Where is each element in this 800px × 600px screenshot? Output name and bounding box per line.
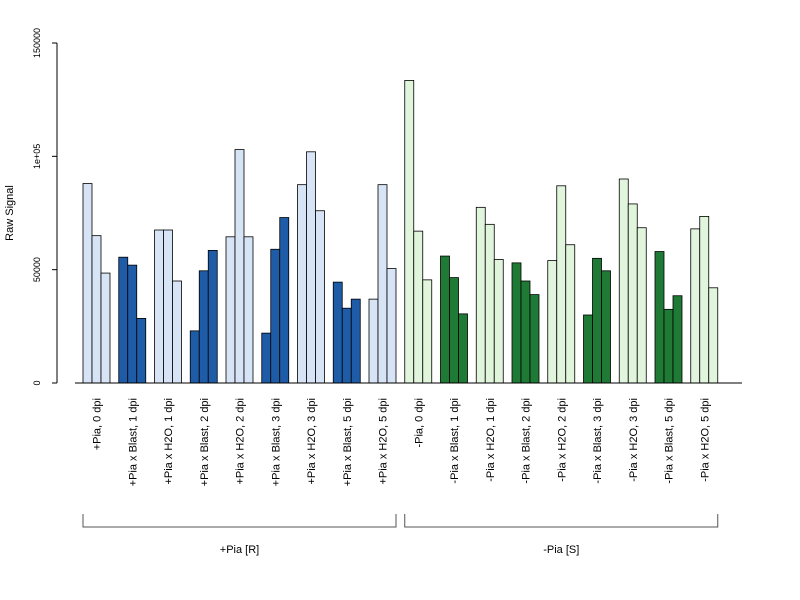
bar: [82, 183, 93, 384]
bar: [404, 80, 415, 384]
bar: [207, 249, 218, 384]
bar: [234, 149, 245, 384]
bar: [163, 229, 173, 384]
x-tick-label: -Pia x Blast, 3 dpi: [592, 398, 604, 484]
category-labels: +Pia, 0 dpi +Pia x Blast, 1 dpi +Pia x H2O…: [92, 398, 712, 486]
bar: [601, 270, 611, 384]
bar: [690, 228, 701, 384]
x-tick-label: +Pia x Blast, 3 dpi: [270, 398, 282, 486]
bar: [529, 294, 540, 384]
bar: [225, 236, 236, 384]
bar: [306, 151, 316, 384]
bars: [82, 80, 719, 384]
bar: [440, 255, 450, 384]
bar: [315, 210, 325, 384]
bar: [654, 251, 665, 384]
bar: [154, 229, 164, 384]
x-tick-label: -Pia x Blast, 2 dpi: [521, 398, 533, 484]
bar: [493, 259, 504, 384]
bar: [91, 235, 102, 384]
y-axis-label: Raw Signal: [4, 185, 16, 241]
bar: [261, 332, 272, 384]
bar: [136, 317, 147, 384]
bar: [279, 217, 290, 384]
y-axis: 0 50000 1e+05 150000: [32, 28, 58, 386]
bar: [583, 314, 593, 384]
bar: [100, 272, 111, 384]
x-tick-label: -Pia x Blast, 1 dpi: [449, 398, 461, 484]
x-tick-label: -Pia x Blast, 5 dpi: [664, 398, 676, 484]
bar: [377, 184, 388, 384]
bar: [547, 260, 558, 384]
bar: [189, 330, 200, 384]
bar: [118, 256, 129, 384]
bar: [458, 313, 468, 384]
bar: [368, 298, 379, 384]
y-tick-label: 150000: [32, 28, 42, 58]
y-tick-label: 1e+05: [32, 144, 42, 169]
bar: [484, 223, 495, 384]
bar: [341, 307, 352, 384]
x-tick-label: +Pia x Blast, 1 dpi: [127, 398, 139, 486]
bar: [243, 236, 254, 384]
bar: [618, 178, 629, 384]
bar: [556, 185, 567, 384]
x-tick-label: -Pia, 0 dpi: [413, 398, 425, 448]
bar: [332, 281, 343, 384]
group-label: -Pia [S]: [543, 544, 579, 556]
bar: [172, 280, 182, 384]
x-tick-label: +Pia x Blast, 5 dpi: [342, 398, 354, 486]
bar: [663, 308, 674, 384]
bar: [270, 248, 281, 384]
bar: [350, 298, 361, 384]
x-tick-label: +Pia x H2O, 1 dpi: [163, 398, 175, 485]
x-tick-label: -Pia x H2O, 1 dpi: [485, 398, 497, 482]
bar: [672, 295, 683, 384]
bar: [699, 215, 710, 384]
bar: [627, 203, 638, 384]
group-bracket: [404, 514, 719, 528]
bar: [511, 262, 522, 384]
bar: [198, 270, 209, 384]
x-tick-label: -Pia x H2O, 2 dpi: [556, 398, 568, 482]
x-tick-label: +Pia, 0 dpi: [92, 398, 104, 450]
bar: [413, 230, 424, 384]
x-tick-label: +Pia x H2O, 5 dpi: [378, 398, 390, 485]
bar: [127, 264, 138, 384]
bar: [636, 227, 647, 384]
x-tick-label: +Pia x Blast, 2 dpi: [199, 398, 211, 486]
group-bracket: [82, 514, 397, 528]
x-tick-label: -Pia x H2O, 5 dpi: [699, 398, 711, 482]
x-tick-label: +Pia x H2O, 3 dpi: [306, 398, 318, 485]
y-tick-label: 0: [32, 380, 42, 385]
bar: [592, 257, 602, 384]
bar: [708, 287, 719, 384]
group-label: +Pia [R]: [220, 544, 259, 556]
bar: [297, 184, 307, 384]
group-brackets: +Pia [R] -Pia [S]: [82, 514, 719, 556]
bar: [565, 244, 576, 384]
bar: [386, 268, 397, 384]
y-tick-label: 50000: [32, 257, 42, 282]
x-tick-label: -Pia x H2O, 3 dpi: [628, 398, 640, 482]
bar: [520, 280, 531, 384]
x-tick-label: +Pia x H2O, 2 dpi: [235, 398, 247, 485]
bar: [449, 277, 459, 384]
bar: [475, 206, 486, 384]
bar: [422, 279, 433, 384]
